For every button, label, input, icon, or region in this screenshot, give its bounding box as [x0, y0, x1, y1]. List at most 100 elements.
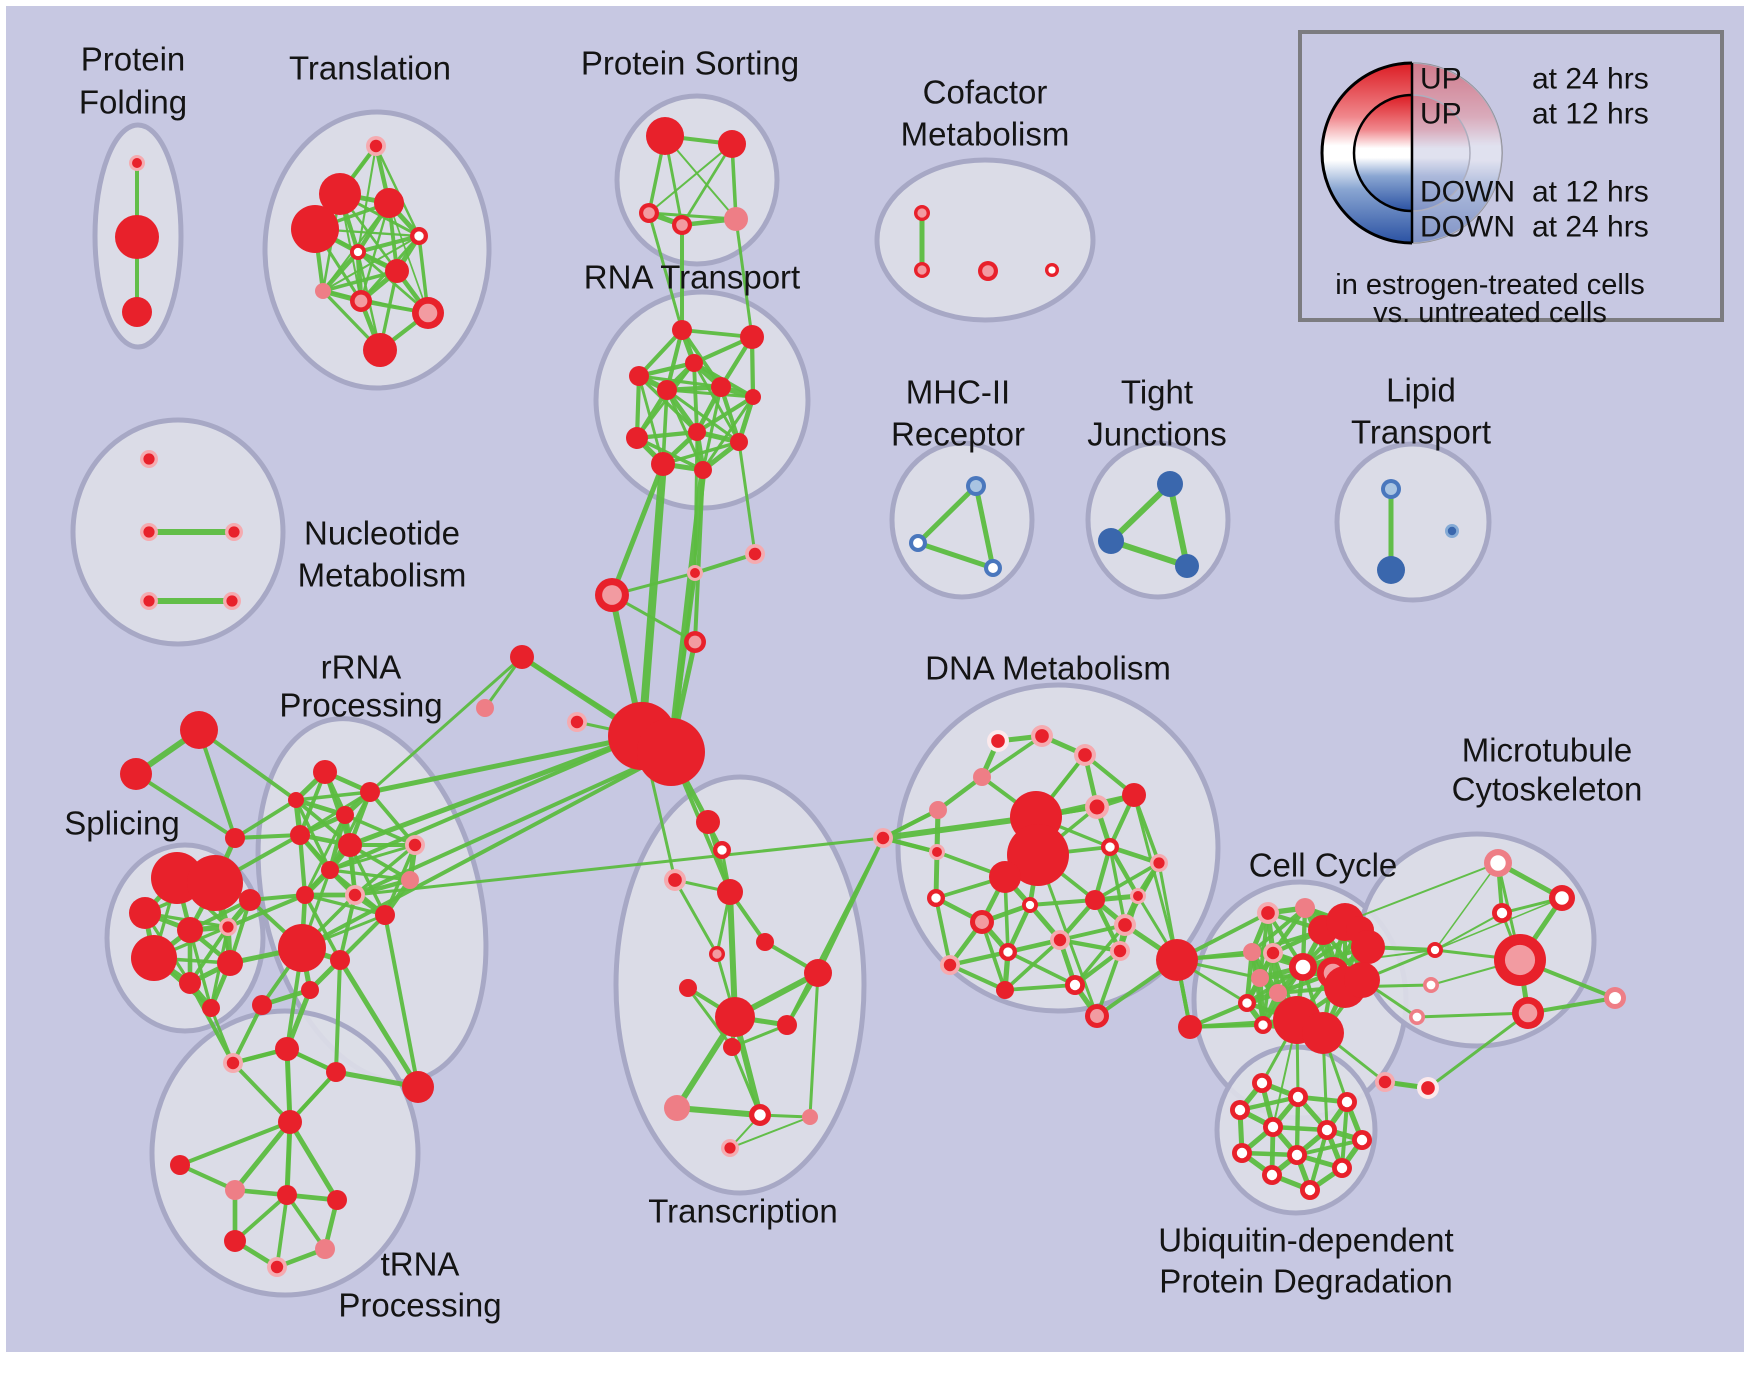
- gene-node-dna-metabolism: [1085, 890, 1105, 910]
- gene-node-dna-metabolism: [973, 768, 991, 786]
- gene-node-transcription: [721, 1139, 739, 1157]
- gene-node-translation: [350, 244, 366, 260]
- gene-node-transcription: [804, 959, 832, 987]
- gene-node-mhc-ii-receptor: [966, 476, 986, 496]
- gene-node-microtubule-cytoskeleton: [1492, 903, 1512, 923]
- legend-footer-text: vs. untreated cells: [1373, 297, 1607, 329]
- gene-node-protein-sorting: [718, 130, 746, 158]
- gene-node-connector: [745, 544, 765, 564]
- gene-node-ubiquitin-degradation: [1300, 1180, 1320, 1200]
- edge: [321, 269, 399, 293]
- gene-node-trna-processing: [223, 1053, 243, 1073]
- gene-node-splicing: [131, 935, 177, 981]
- edge: [177, 1162, 238, 1193]
- gene-node-trna-processing: [225, 1180, 245, 1200]
- cluster-label-microtubule-cytoskeleton: Microtubule: [1462, 732, 1633, 769]
- gene-node-cell-cycle: [1243, 943, 1261, 961]
- gene-node-tight-junctions: [1098, 528, 1124, 554]
- edge: [674, 1105, 763, 1118]
- edge: [320, 249, 361, 294]
- gene-node-rrna-processing: [288, 792, 304, 808]
- gene-node-trna-processing: [277, 1185, 297, 1205]
- gene-node-trna-processing: [267, 1257, 287, 1277]
- cluster-label-rna-transport: RNA Transport: [584, 259, 800, 296]
- gene-node-dna-metabolism: [929, 801, 947, 819]
- gene-node-trna-processing: [327, 1190, 347, 1210]
- edge: [294, 790, 372, 802]
- edge: [692, 361, 699, 434]
- edge: [355, 233, 422, 255]
- gene-node-rrna-processing: [296, 886, 314, 904]
- gene-node-nucleotide-metabolism: [140, 450, 158, 468]
- gene-node-protein-sorting: [646, 117, 684, 155]
- gene-node-translation: [363, 333, 397, 367]
- edge: [287, 1119, 340, 1203]
- edge: [1295, 1138, 1364, 1157]
- gene-node-dna-metabolism: [1050, 930, 1070, 950]
- gene-node-nucleotide-metabolism: [140, 592, 158, 610]
- legend-inner-arc: [1352, 93, 1413, 213]
- inter-cluster-edge: [347, 733, 645, 848]
- edge: [665, 388, 755, 399]
- gene-node-rna-transport: [688, 423, 706, 441]
- gene-node-rrna-processing: [338, 833, 362, 857]
- gene-node-nucleotide-metabolism: [225, 523, 243, 541]
- gene-node-mhc-ii-receptor: [984, 559, 1002, 577]
- inter-cluster-edge: [785, 836, 885, 1027]
- inter-cluster-edge: [353, 836, 885, 897]
- cluster-ellipse-trna-processing: [149, 1008, 421, 1298]
- edge: [1108, 481, 1173, 544]
- inter-cluster-edge: [188, 981, 235, 1065]
- gene-node-rrna-processing: [252, 995, 272, 1015]
- edge: [647, 142, 734, 215]
- edge: [729, 1116, 811, 1149]
- gene-node-rrna-processing: [345, 885, 365, 905]
- gene-node-ubiquitin-degradation: [1232, 1143, 1252, 1163]
- gene-node-connector: [510, 645, 534, 669]
- gene-node-trna-processing: [326, 1062, 346, 1082]
- gene-node-cell-cycle: [1178, 1015, 1202, 1039]
- gene-node-connector: [687, 565, 703, 581]
- legend-direction-label: DOWN: [1420, 211, 1515, 244]
- cluster-label-tight-junctions: Tight: [1121, 374, 1193, 411]
- gene-node-cofactor-metabolism: [978, 261, 998, 281]
- gene-node-dna-metabolism: [1007, 824, 1069, 886]
- edge: [695, 395, 755, 434]
- gene-node-nucleotide-metabolism: [140, 523, 158, 541]
- cluster-label-cofactor-metabolism: Metabolism: [901, 116, 1070, 153]
- cluster-label-mhc-ii-receptor: Receptor: [891, 416, 1025, 453]
- cluster-label-cell-cycle: Cell Cycle: [1249, 847, 1398, 884]
- gene-node-cell-cycle: [1238, 994, 1256, 1012]
- edge: [303, 813, 347, 897]
- edge: [727, 889, 738, 1020]
- gene-node-transcription: [717, 879, 743, 905]
- gene-node-dna-metabolism: [999, 943, 1017, 961]
- edge: [980, 734, 1044, 779]
- gene-node-protein-folding: [122, 297, 152, 327]
- gene-node-translation: [374, 188, 404, 218]
- edge: [275, 1193, 289, 1269]
- cluster-label-protein-sorting: Protein Sorting: [581, 45, 799, 82]
- gene-node-rrna-processing: [321, 861, 339, 879]
- gene-node-ubiquitin-degradation: [1252, 1073, 1272, 1093]
- edge: [178, 1120, 292, 1167]
- gene-node-cell-cycle: [1263, 943, 1283, 963]
- gene-node-splicing: [239, 889, 261, 911]
- edge: [1058, 923, 1127, 942]
- gene-node-cofactor-metabolism: [1045, 263, 1059, 277]
- gene-node-lipid-transport: [1445, 524, 1459, 538]
- edge: [686, 986, 734, 1049]
- edge: [1167, 481, 1190, 569]
- edge: [284, 1119, 293, 1198]
- gene-node-rna-transport: [745, 389, 761, 405]
- inter-cluster-edge: [734, 217, 754, 339]
- edge: [915, 483, 979, 546]
- gene-node-ubiquitin-degradation: [1262, 1165, 1282, 1185]
- gene-node-rrna-processing: [290, 825, 310, 845]
- gene-node-microtubule-cytoskeleton: [1549, 885, 1575, 911]
- edge: [1434, 912, 1503, 951]
- gene-node-rrna-processing: [360, 782, 380, 802]
- legend-time-label: at 24 hrs: [1532, 63, 1649, 96]
- edge: [1108, 538, 1190, 569]
